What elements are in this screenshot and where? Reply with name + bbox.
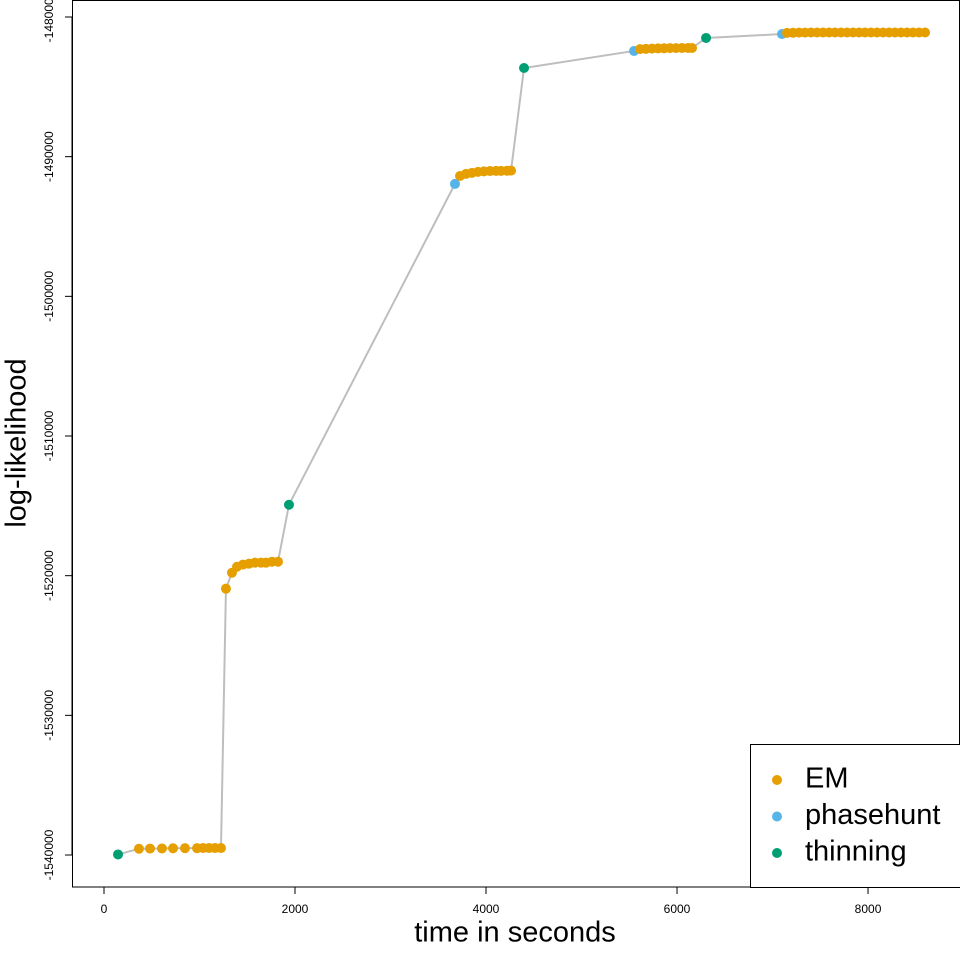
point	[113, 849, 124, 860]
line	[117, 31, 926, 856]
legend-marker	[772, 811, 782, 822]
point	[449, 178, 460, 189]
point	[179, 843, 190, 854]
point	[145, 843, 156, 854]
y-tick-label: -1540000	[42, 829, 56, 880]
x-tick-label: 6000	[664, 902, 691, 916]
legend-marker	[772, 848, 782, 858]
point	[283, 499, 294, 510]
y-tick-label: -1510000	[42, 410, 56, 461]
point	[168, 843, 179, 854]
point	[273, 556, 284, 567]
point	[701, 32, 712, 43]
x-tick-label: 4000	[473, 902, 500, 916]
y-tick-label: -1490000	[42, 131, 56, 182]
y-tick-label: -1530000	[42, 690, 56, 741]
y-tick-label: -1520000	[42, 550, 56, 601]
y-tick-label: -1500000	[42, 271, 56, 322]
x-tick-label: 2000	[282, 902, 309, 916]
y-axis-label: log-likelihood	[1, 358, 33, 527]
x-tick-label: 0	[101, 902, 108, 916]
legend-box	[750, 744, 960, 888]
point	[220, 583, 231, 594]
y-tick-label: -1480000	[42, 0, 56, 42]
point	[519, 62, 530, 73]
legend-marker	[772, 775, 782, 785]
legend-label: phasehunt	[805, 799, 940, 831]
point	[215, 843, 226, 854]
point	[133, 843, 144, 854]
point	[156, 843, 167, 854]
point	[687, 43, 698, 54]
x-tick-label: 8000	[855, 902, 882, 916]
x-axis-label: time in seconds	[414, 917, 616, 949]
legend-label: thinning	[805, 836, 907, 868]
point	[920, 27, 931, 38]
point	[506, 165, 517, 176]
legend-label: EM	[805, 763, 849, 795]
